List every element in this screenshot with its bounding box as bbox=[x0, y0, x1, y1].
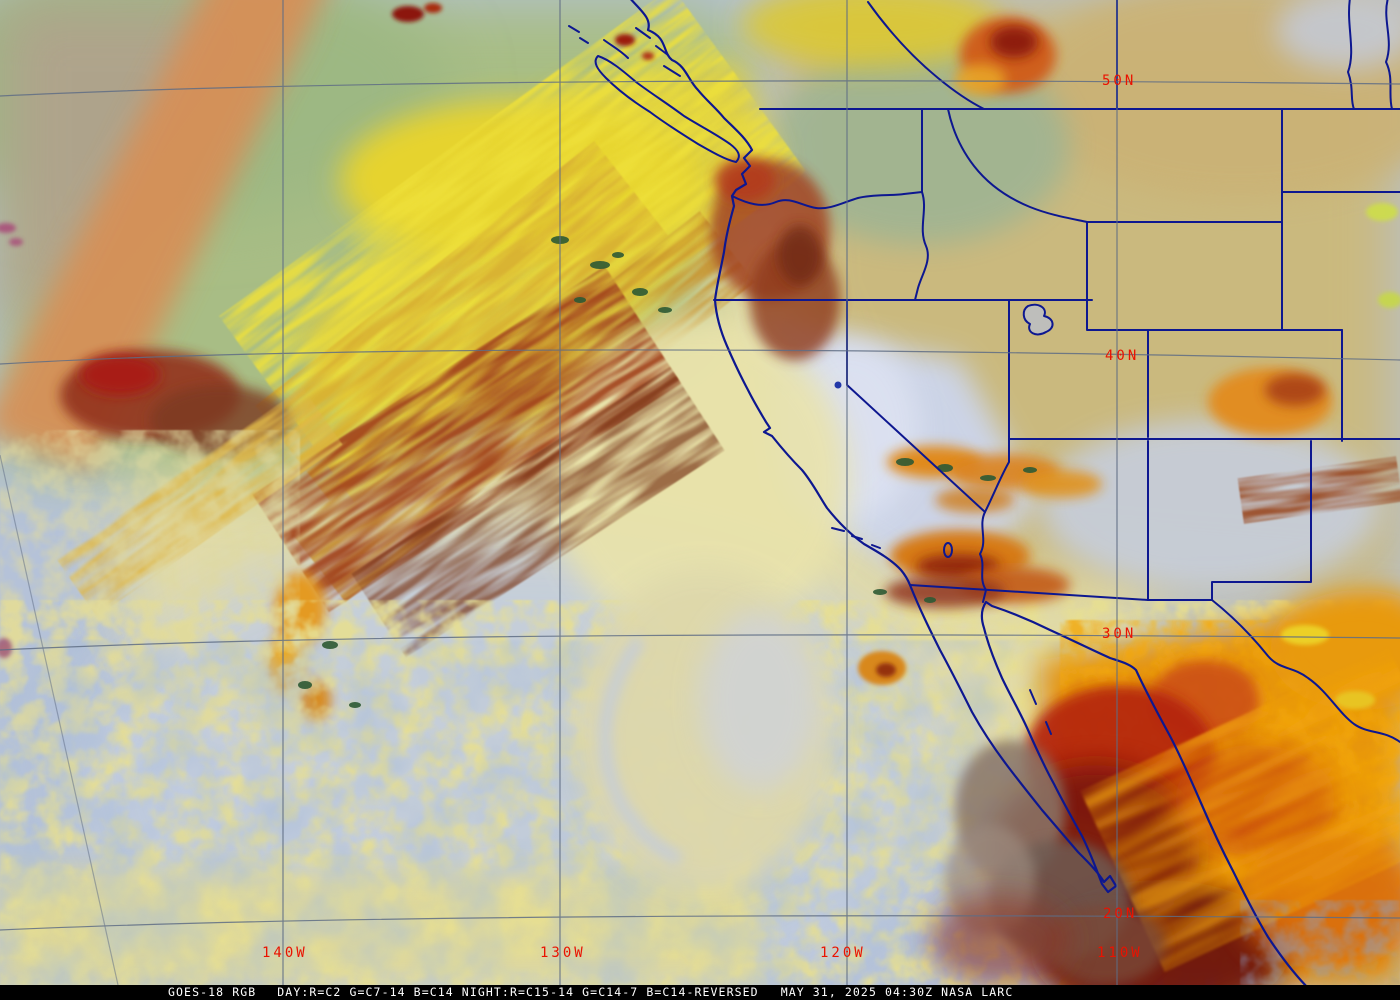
lat-label-50n: 50N bbox=[1102, 73, 1137, 89]
lon-label-140w: 140W bbox=[262, 945, 308, 961]
product-label: GOES-18 RGB bbox=[168, 985, 257, 999]
lon-label-130w: 130W bbox=[540, 945, 586, 961]
lon-label-110w: 110W bbox=[1097, 945, 1143, 961]
status-bar: GOES-18 RGB DAY:R=C2 G=C7-14 B=C14 NIGHT… bbox=[0, 985, 1400, 1000]
map-boundaries-layer bbox=[568, 0, 1400, 985]
lon-label-120w: 120W bbox=[820, 945, 866, 961]
rgb-recipe-label: DAY:R=C2 G=C7-14 B=C14 NIGHT:R=C15-14 G=… bbox=[277, 985, 759, 999]
datetime-label: MAY 31, 2025 04:30Z bbox=[780, 985, 934, 999]
lat-label-30n: 30N bbox=[1102, 626, 1137, 642]
lat-label-40n: 40N bbox=[1105, 348, 1140, 364]
credit-label: NASA LARC bbox=[941, 985, 1014, 999]
lat-label-20n: 20N bbox=[1103, 906, 1138, 922]
